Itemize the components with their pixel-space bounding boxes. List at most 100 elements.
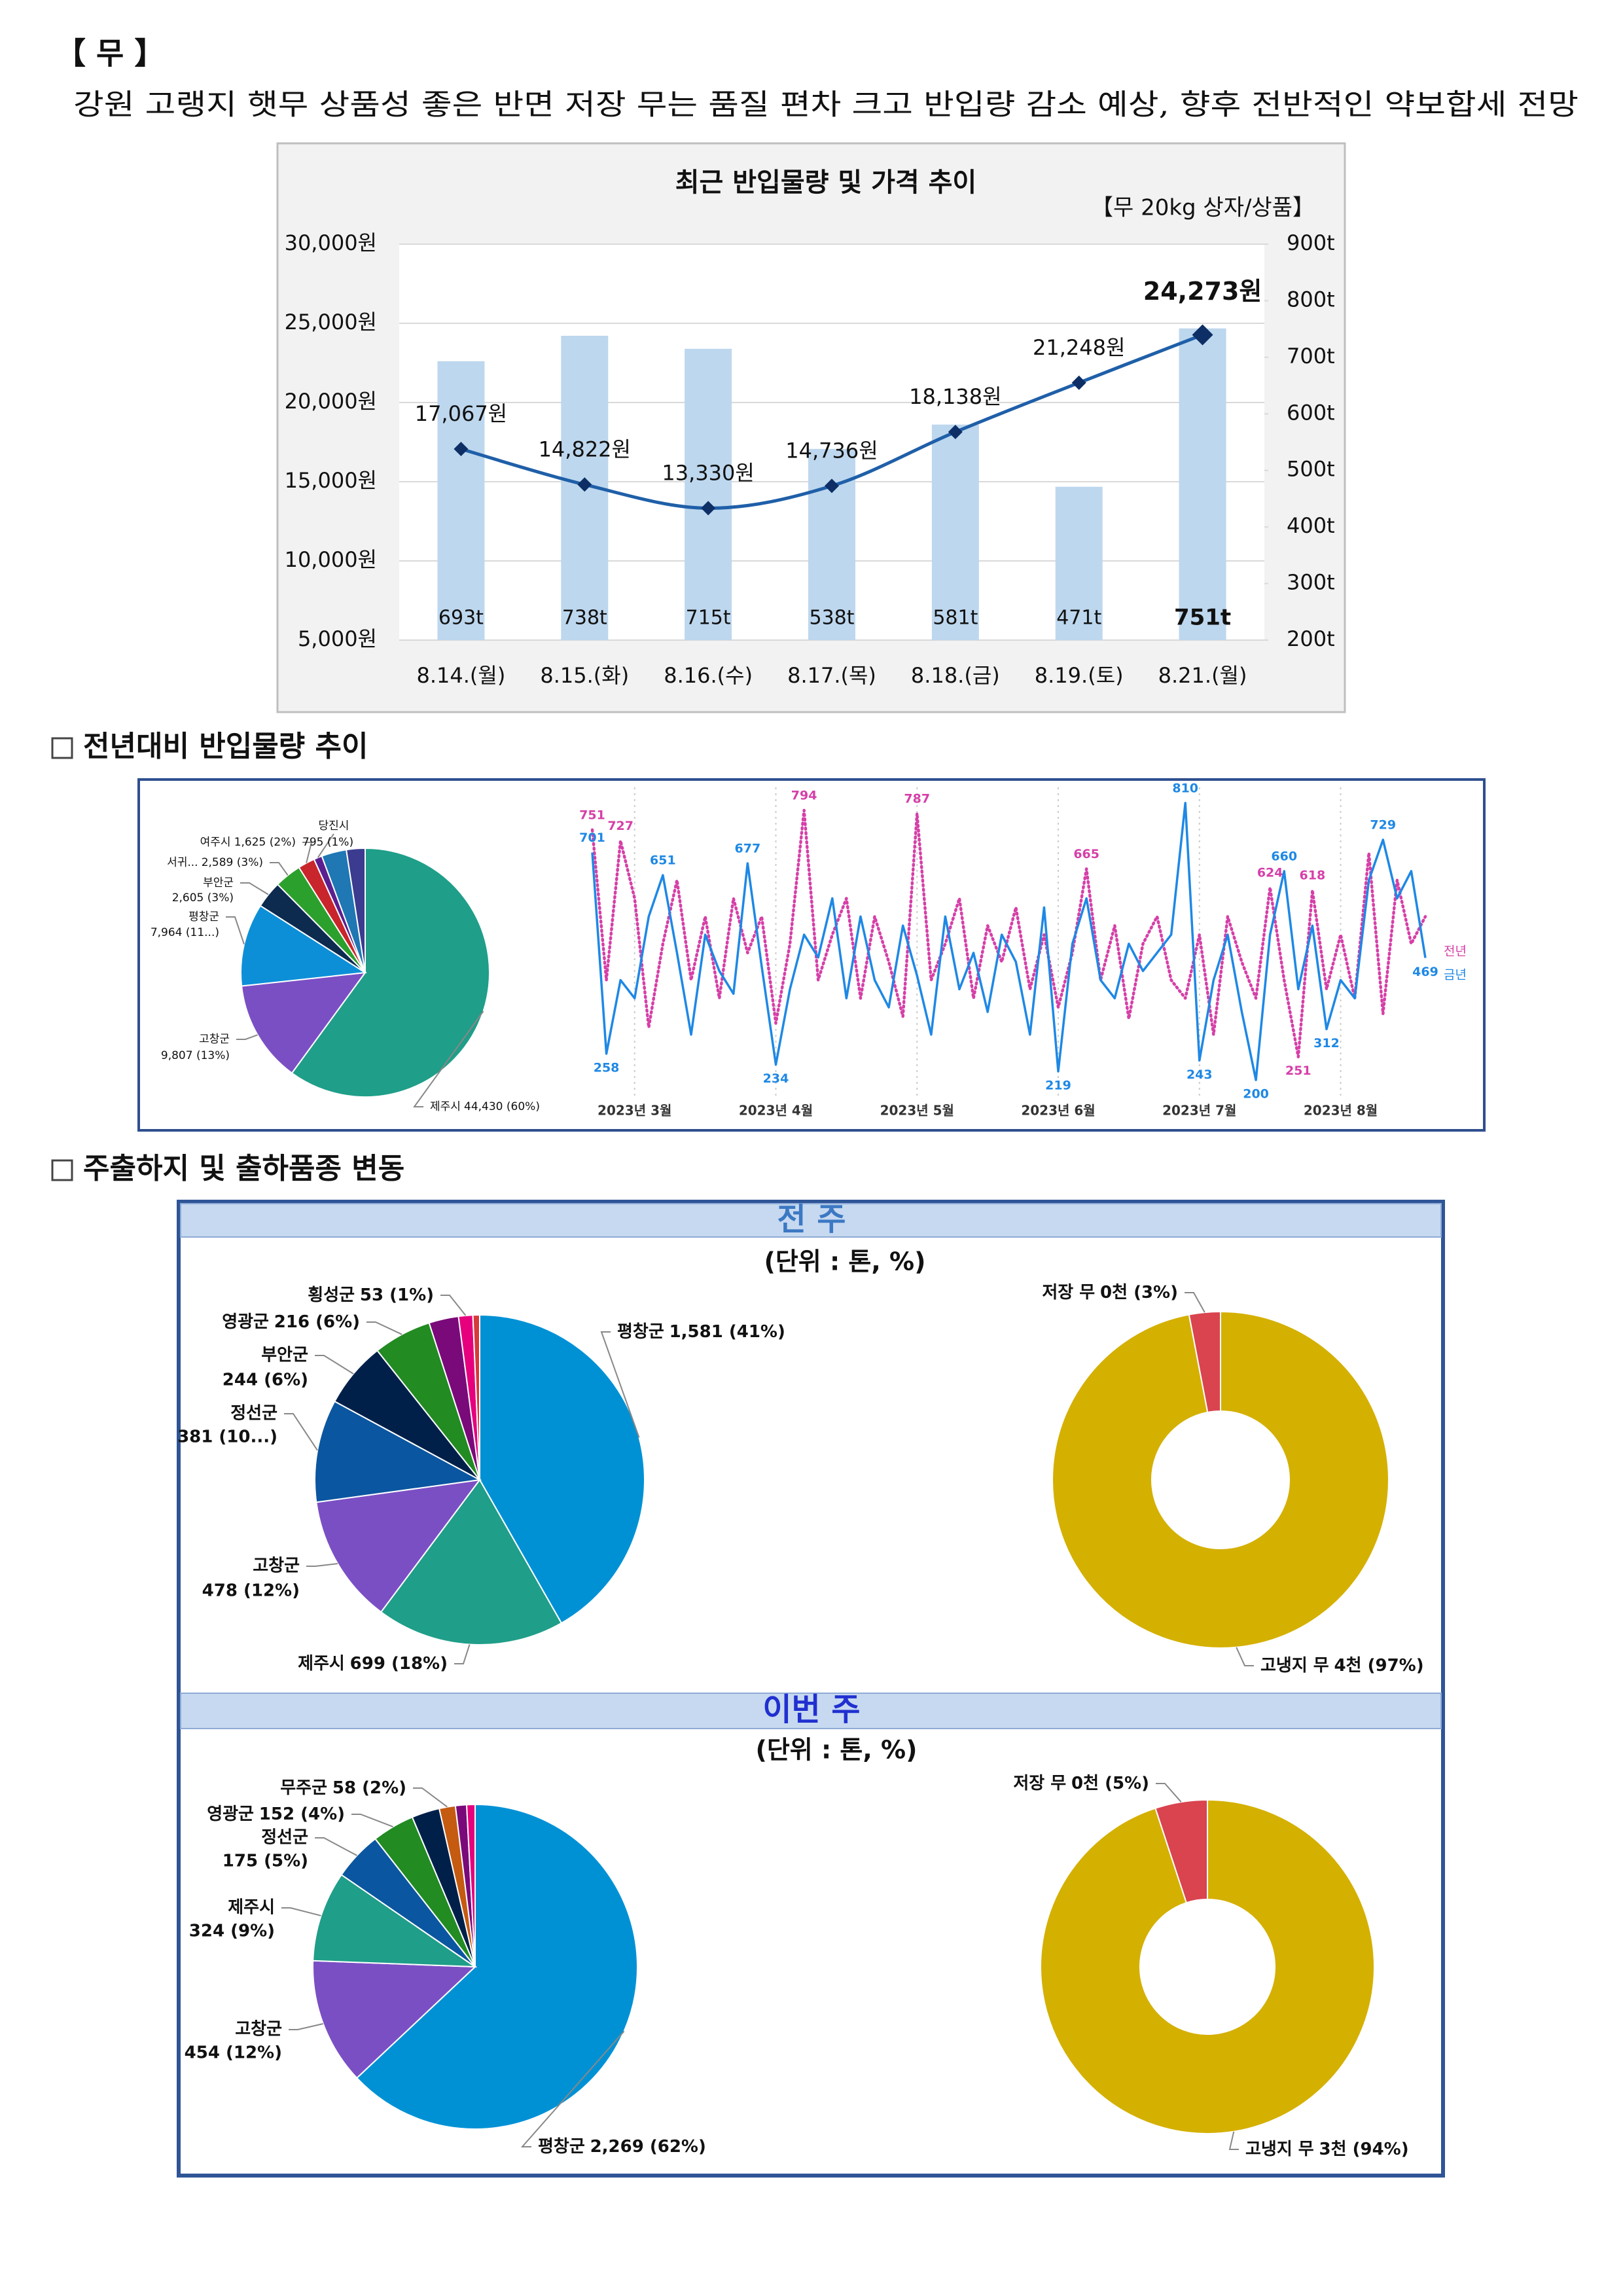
slice-name: 제주시	[228, 1898, 275, 1918]
y-tick-label: 5,000원	[298, 626, 377, 651]
leader-line	[366, 1321, 402, 1335]
data-label: 794	[791, 788, 817, 802]
data-label: 751	[579, 808, 605, 822]
x-tick-label: 8.21.(월)	[1158, 663, 1247, 688]
slice-name: 제주시	[298, 1654, 345, 1674]
pie-slice	[345, 847, 366, 973]
bar	[685, 348, 732, 640]
bar-label: 581t	[933, 607, 978, 630]
slice-label: 제주시 699 (18%)	[298, 1654, 448, 1674]
data-label: 787	[904, 791, 930, 806]
unit-label: (단위 : 톤, %)	[764, 1247, 925, 1276]
leader-line	[520, 2030, 625, 2147]
price-marker	[454, 441, 469, 456]
panel-header	[180, 1693, 1442, 1729]
price-marker	[1071, 375, 1086, 390]
x-tick-label: 2023년 6월	[1021, 1103, 1095, 1119]
slice-name: 부안군	[203, 876, 234, 889]
y2-tick-label: 200t	[1287, 626, 1335, 651]
bar-label: 538t	[809, 607, 854, 630]
slice-value: 175 (5%)	[223, 1852, 308, 1871]
price-label: 24,273원	[1143, 277, 1262, 306]
data-label: 219	[1045, 1078, 1071, 1092]
slice-label: 평창군 1,581 (41%)	[617, 1322, 785, 1342]
slice-value: 795 (1%)	[302, 836, 353, 849]
x-tick-label: 2023년 8월	[1304, 1103, 1378, 1119]
y2-tick-label: 400t	[1287, 513, 1335, 538]
price-label: 14,822원	[539, 437, 631, 461]
data-label: 234	[763, 1071, 789, 1086]
data-label: 651	[650, 853, 676, 868]
slice-name: 저장 무	[1042, 1283, 1095, 1302]
slice-value: 2,605 (3%)	[172, 891, 234, 905]
leader-line	[289, 2023, 323, 2030]
leader-line	[317, 833, 334, 858]
slice-value: 2,589 (3%)	[202, 856, 263, 869]
data-label: 727	[607, 819, 633, 833]
leader-line	[315, 1837, 357, 1856]
slice-value: 152 (4%)	[259, 1804, 345, 1824]
data-label: 200	[1243, 1087, 1269, 1102]
slice-value: 478 (12%)	[202, 1581, 300, 1601]
data-label: 810	[1172, 781, 1198, 795]
slice-name: 서귀...	[167, 856, 198, 869]
leader-line	[302, 842, 313, 863]
leader-line	[413, 1011, 484, 1107]
slice-label: 평창군 2,269 (62%)	[538, 2137, 706, 2157]
x-tick-label: 2023년 3월	[597, 1103, 671, 1119]
slice-label: 횡성군 53 (1%)	[308, 1285, 434, 1305]
slice-value: 2,269 (62%)	[590, 2137, 706, 2157]
slice-value: 7,964 (11...)	[151, 926, 219, 939]
panel-title: 전 주	[777, 1201, 846, 1238]
bar	[1179, 328, 1226, 640]
leader-line	[454, 1644, 471, 1664]
slice-name: 부안군	[261, 1346, 308, 1365]
pie-slice	[465, 1803, 476, 1967]
slice-value: 53 (1%)	[360, 1285, 434, 1305]
bar	[931, 424, 979, 640]
slice-label: 여주시 1,625 (2%)	[200, 836, 296, 849]
slice-name: 평창군	[538, 2137, 585, 2157]
x-tick-label: 8.17.(목)	[787, 663, 876, 688]
price-label: 21,248원	[1033, 335, 1125, 360]
leader-line	[284, 1413, 318, 1451]
slice-label: 저장 무 0천 (5%)	[1013, 1774, 1149, 1793]
x-tick-label: 8.15.(화)	[540, 663, 629, 688]
leader-line	[270, 862, 289, 876]
data-label: 677	[735, 842, 761, 856]
leader-line	[1228, 2131, 1239, 2150]
y-tick-label: 15,000원	[285, 468, 377, 493]
y2-tick-label: 500t	[1287, 457, 1335, 482]
price-label: 18,138원	[909, 384, 1001, 409]
slice-value: 1,581 (41%)	[669, 1322, 785, 1342]
pie-slice	[312, 1874, 478, 1968]
slice-value: 1,625 (2%)	[234, 836, 296, 849]
slice-name: 여주시	[200, 836, 231, 849]
leader-line	[1156, 1783, 1182, 1803]
legend-entry: 전년	[1444, 944, 1467, 959]
slice-name: 횡성군	[308, 1285, 355, 1305]
data-label: 660	[1271, 849, 1297, 863]
slice-name: 저장 무	[1013, 1774, 1066, 1793]
x-tick-label: 2023년 4월	[739, 1103, 813, 1119]
slice-value: 9,807 (13%)	[161, 1049, 230, 1062]
data-label: 729	[1370, 818, 1396, 833]
y-tick-label: 30,000원	[285, 230, 377, 255]
data-label: 312	[1313, 1036, 1340, 1050]
leader-line	[281, 1907, 321, 1916]
pie-slice	[241, 971, 367, 1074]
slice-value: 454 (12%)	[185, 2043, 282, 2063]
slice-name: 평창군	[617, 1322, 664, 1342]
x-tick-label: 8.19.(토)	[1035, 663, 1124, 688]
y2-tick-label: 300t	[1287, 570, 1335, 595]
panel-title: 이번 주	[762, 1691, 860, 1728]
data-label: 624	[1257, 865, 1283, 880]
data-label: 258	[594, 1060, 620, 1075]
bar-label: 471t	[1056, 607, 1101, 630]
slice-name: 고냉지 무	[1245, 2140, 1314, 2159]
legend-entry: 금년	[1444, 968, 1467, 982]
doc-title: 【 무 】	[56, 36, 164, 71]
price-marker	[825, 478, 839, 493]
